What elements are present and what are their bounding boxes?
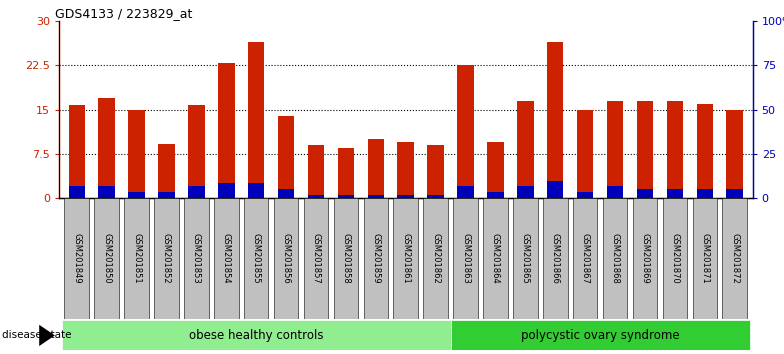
Bar	[547, 181, 564, 198]
Bar	[338, 195, 354, 198]
Text: GSM201867: GSM201867	[581, 233, 590, 284]
FancyBboxPatch shape	[573, 198, 597, 319]
Bar	[517, 187, 534, 198]
Bar	[517, 101, 534, 198]
FancyBboxPatch shape	[244, 198, 268, 319]
FancyBboxPatch shape	[184, 198, 209, 319]
Bar	[637, 101, 653, 198]
Bar	[218, 63, 234, 198]
Bar	[457, 65, 474, 198]
Bar	[99, 98, 115, 198]
Bar	[68, 105, 85, 198]
Bar	[158, 144, 175, 198]
Bar	[188, 105, 205, 198]
Polygon shape	[39, 325, 55, 346]
Text: GSM201864: GSM201864	[491, 233, 500, 284]
Bar	[727, 110, 743, 198]
Text: GSM201849: GSM201849	[72, 233, 82, 284]
Bar	[427, 195, 444, 198]
Text: GSM201862: GSM201862	[431, 233, 440, 284]
Bar	[129, 192, 145, 198]
Bar	[696, 189, 713, 198]
Bar	[666, 101, 683, 198]
Text: GSM201852: GSM201852	[162, 233, 171, 284]
Text: GSM201858: GSM201858	[341, 233, 350, 284]
Bar	[696, 104, 713, 198]
Bar	[547, 42, 564, 198]
Text: polycystic ovary syndrome: polycystic ovary syndrome	[521, 329, 680, 342]
Bar	[427, 145, 444, 198]
FancyBboxPatch shape	[513, 198, 538, 319]
Text: GSM201856: GSM201856	[281, 233, 291, 284]
Text: GSM201872: GSM201872	[730, 233, 739, 284]
FancyBboxPatch shape	[543, 198, 568, 319]
Bar	[308, 145, 325, 198]
FancyBboxPatch shape	[394, 198, 418, 319]
FancyBboxPatch shape	[603, 198, 627, 319]
Bar	[308, 195, 325, 198]
Bar	[637, 189, 653, 198]
Bar	[487, 142, 503, 198]
Text: obese healthy controls: obese healthy controls	[189, 329, 324, 342]
Text: GSM201866: GSM201866	[550, 233, 560, 284]
Bar	[129, 110, 145, 198]
Bar	[99, 187, 115, 198]
Text: GSM201869: GSM201869	[641, 233, 649, 284]
Bar	[727, 189, 743, 198]
Text: GSM201870: GSM201870	[670, 233, 680, 284]
FancyBboxPatch shape	[125, 198, 149, 319]
Text: GSM201850: GSM201850	[102, 233, 111, 284]
Bar	[188, 187, 205, 198]
FancyBboxPatch shape	[453, 198, 477, 319]
Bar	[607, 101, 623, 198]
Bar	[457, 187, 474, 198]
Bar	[577, 192, 593, 198]
Bar	[278, 116, 294, 198]
Text: disease state: disease state	[2, 330, 71, 341]
FancyBboxPatch shape	[692, 198, 717, 319]
Text: GSM201851: GSM201851	[132, 233, 141, 284]
FancyBboxPatch shape	[722, 198, 747, 319]
Text: GSM201859: GSM201859	[372, 233, 380, 284]
Bar	[278, 189, 294, 198]
Text: GSM201857: GSM201857	[311, 233, 321, 284]
Bar	[666, 189, 683, 198]
FancyBboxPatch shape	[214, 198, 238, 319]
FancyBboxPatch shape	[303, 198, 328, 319]
Bar	[368, 195, 384, 198]
Bar	[218, 183, 234, 198]
Text: GSM201861: GSM201861	[401, 233, 410, 284]
FancyBboxPatch shape	[662, 198, 687, 319]
Bar	[397, 195, 414, 198]
Bar	[338, 148, 354, 198]
Text: GSM201854: GSM201854	[222, 233, 230, 284]
Bar	[68, 187, 85, 198]
Bar	[577, 110, 593, 198]
Bar	[248, 42, 264, 198]
FancyBboxPatch shape	[62, 320, 451, 350]
FancyBboxPatch shape	[334, 198, 358, 319]
FancyBboxPatch shape	[64, 198, 89, 319]
Text: GSM201868: GSM201868	[611, 233, 619, 284]
Text: GSM201863: GSM201863	[461, 233, 470, 284]
FancyBboxPatch shape	[633, 198, 657, 319]
Bar	[158, 192, 175, 198]
FancyBboxPatch shape	[154, 198, 179, 319]
Text: GSM201853: GSM201853	[192, 233, 201, 284]
Text: GDS4133 / 223829_at: GDS4133 / 223829_at	[56, 7, 193, 20]
FancyBboxPatch shape	[451, 320, 750, 350]
Bar	[607, 187, 623, 198]
Text: GSM201855: GSM201855	[252, 233, 261, 284]
FancyBboxPatch shape	[423, 198, 448, 319]
FancyBboxPatch shape	[483, 198, 508, 319]
Bar	[397, 142, 414, 198]
Bar	[248, 183, 264, 198]
Text: GSM201871: GSM201871	[700, 233, 710, 284]
FancyBboxPatch shape	[274, 198, 299, 319]
FancyBboxPatch shape	[364, 198, 388, 319]
Bar	[368, 139, 384, 198]
Bar	[487, 192, 503, 198]
FancyBboxPatch shape	[94, 198, 119, 319]
Text: GSM201865: GSM201865	[521, 233, 530, 284]
